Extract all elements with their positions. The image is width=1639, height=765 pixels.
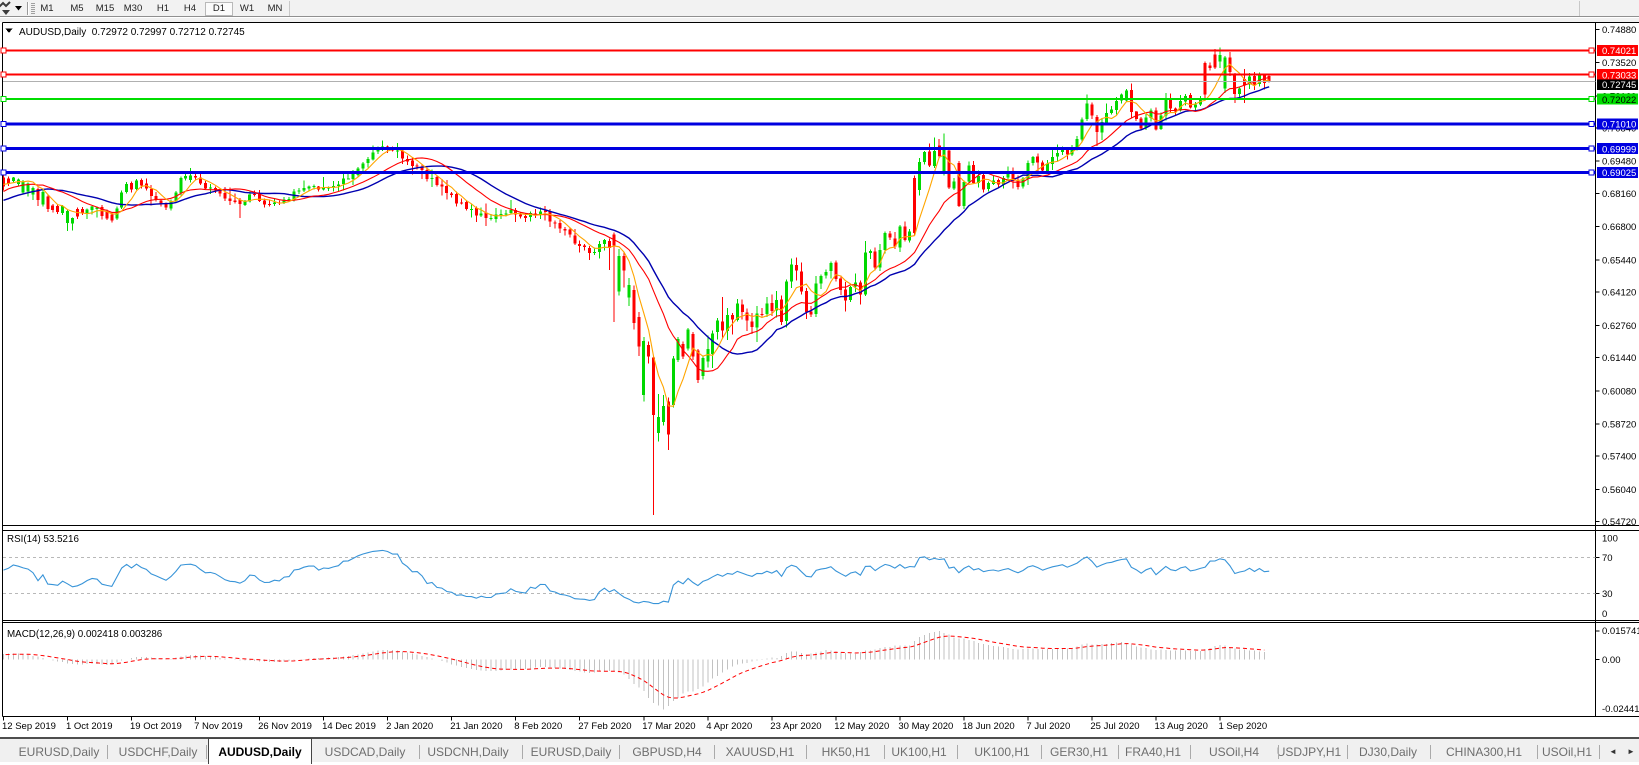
svg-text:0.54720: 0.54720: [1602, 517, 1636, 528]
svg-text:18 Jun 2020: 18 Jun 2020: [962, 721, 1014, 732]
svg-text:0.00: 0.00: [1602, 655, 1621, 666]
svg-text:0.74880: 0.74880: [1602, 25, 1636, 36]
svg-text:-0.024412: -0.024412: [1602, 704, 1639, 715]
svg-text:0.72022: 0.72022: [1602, 95, 1636, 106]
svg-text:MACD(12,26,9) 0.002418 0.00328: MACD(12,26,9) 0.002418 0.003286: [7, 629, 163, 640]
svg-text:0.61440: 0.61440: [1602, 353, 1636, 364]
svg-text:13 Aug 2020: 13 Aug 2020: [1155, 721, 1208, 732]
svg-text:14 Dec 2019: 14 Dec 2019: [322, 721, 376, 732]
svg-text:4 Apr 2020: 4 Apr 2020: [706, 721, 752, 732]
svg-text:12 Sep 2019: 12 Sep 2019: [2, 721, 56, 732]
svg-text:RSI(14) 53.5216: RSI(14) 53.5216: [7, 534, 79, 545]
svg-text:2 Jan 2020: 2 Jan 2020: [386, 721, 433, 732]
svg-text:0.73520: 0.73520: [1602, 58, 1636, 69]
svg-text:30 May 2020: 30 May 2020: [898, 721, 953, 732]
svg-text:19 Oct 2019: 19 Oct 2019: [130, 721, 182, 732]
svg-text:0.015741: 0.015741: [1602, 626, 1639, 637]
svg-text:25 Jul 2020: 25 Jul 2020: [1090, 721, 1139, 732]
svg-text:17 Mar 2020: 17 Mar 2020: [642, 721, 695, 732]
svg-text:0.71010: 0.71010: [1602, 120, 1636, 131]
svg-text:7 Nov 2019: 7 Nov 2019: [194, 721, 243, 732]
svg-text:0.69999: 0.69999: [1602, 144, 1636, 155]
svg-text:0.72745: 0.72745: [1602, 80, 1636, 91]
svg-text:0.60080: 0.60080: [1602, 386, 1636, 397]
svg-text:1 Oct 2019: 1 Oct 2019: [66, 721, 112, 732]
svg-text:7 Jul 2020: 7 Jul 2020: [1026, 721, 1070, 732]
svg-text:0.65440: 0.65440: [1602, 255, 1636, 266]
svg-text:0.64120: 0.64120: [1602, 288, 1636, 299]
svg-text:0.58720: 0.58720: [1602, 420, 1636, 431]
svg-text:0.74021: 0.74021: [1602, 46, 1636, 57]
svg-text:21 Jan 2020: 21 Jan 2020: [450, 721, 502, 732]
svg-text:0.57400: 0.57400: [1602, 452, 1636, 463]
svg-text:0.56040: 0.56040: [1602, 485, 1636, 496]
svg-text:0: 0: [1602, 609, 1607, 620]
svg-text:0.66800: 0.66800: [1602, 222, 1636, 233]
svg-text:12 May 2020: 12 May 2020: [834, 721, 889, 732]
svg-text:27 Feb 2020: 27 Feb 2020: [578, 721, 631, 732]
svg-text:0.69480: 0.69480: [1602, 157, 1636, 168]
svg-text:23 Apr 2020: 23 Apr 2020: [770, 721, 821, 732]
svg-text:AUDUSD,Daily 0.72972 0.72997: AUDUSD,Daily 0.72972 0.72997 0.72712 0.7…: [19, 27, 245, 38]
svg-text:100: 100: [1602, 534, 1618, 545]
svg-text:0.69025: 0.69025: [1602, 168, 1636, 179]
svg-text:0.62760: 0.62760: [1602, 321, 1636, 332]
svg-text:0.73033: 0.73033: [1602, 70, 1636, 81]
svg-text:0.68160: 0.68160: [1602, 189, 1636, 200]
svg-text:1 Sep 2020: 1 Sep 2020: [1219, 721, 1268, 732]
svg-text:26 Nov 2019: 26 Nov 2019: [258, 721, 312, 732]
svg-text:30: 30: [1602, 589, 1613, 600]
svg-text:70: 70: [1602, 553, 1613, 564]
svg-text:8 Feb 2020: 8 Feb 2020: [514, 721, 562, 732]
